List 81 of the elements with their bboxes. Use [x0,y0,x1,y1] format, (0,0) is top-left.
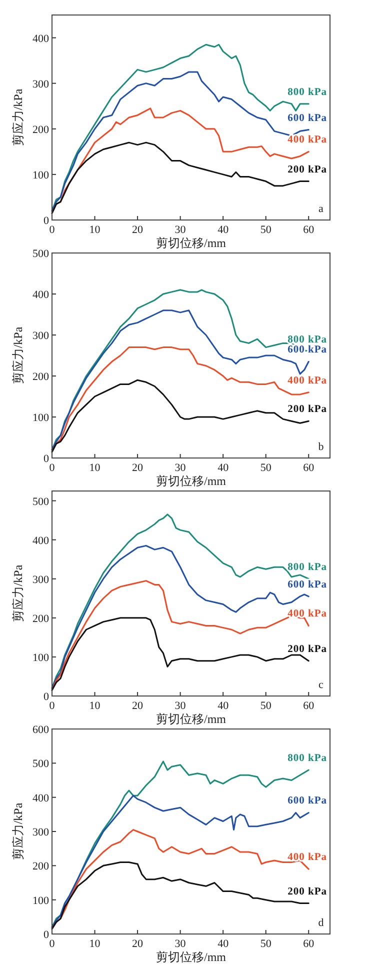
x-tick-label: 30 [174,938,186,950]
series-label: 200 kPa [288,886,328,898]
x-tick-label: 50 [260,700,272,712]
y-tick-label: 500 [32,496,50,508]
x-tick-label: 40 [218,462,230,474]
x-tick-label: 30 [174,462,186,474]
x-tick-label: 10 [89,462,101,474]
x-tick-label: 60 [303,462,315,474]
x-tick-label: 50 [260,462,272,474]
y-tick-label: 100 [32,652,50,664]
y-tick-label: 0 [44,453,50,465]
series-label: 200 kPa [288,644,328,655]
x-tick-label: 40 [218,224,230,236]
x-tick-label: 30 [174,224,186,236]
series-label: 800 kPa [288,334,328,346]
y-tick-label: 100 [32,894,50,907]
y-tick-label: 300 [32,826,50,838]
line-series [51,142,310,214]
series-label: 600 kPa [288,579,328,590]
y-tick-label: 300 [32,574,50,586]
annotation: b [318,441,324,453]
y-tick-label: 300 [32,330,50,342]
series-label: 200 kPa [288,404,328,416]
series-label: 600 kPa [288,344,328,356]
line-series [51,71,310,212]
y-tick-label: 0 [44,929,50,941]
y-tick-label: 400 [32,792,50,804]
x-axis-title: 剪切位移/mm [156,474,227,488]
x-tick-label: 20 [132,224,144,236]
series-label: 800 kPa [288,86,328,98]
x-tick-label: 50 [260,224,272,236]
series-label: 200 kPa [288,164,328,176]
series-label: 400 kPa [288,375,328,386]
series-label: 600 kPa [288,796,328,807]
y-tick-label: 200 [32,124,50,136]
y-tick-label: 100 [32,412,50,424]
line-series [51,794,310,928]
y-tick-label: 400 [32,289,50,301]
x-tick-label: 40 [218,938,230,950]
annotation: d [318,917,324,929]
y-tick-label: 500 [32,248,50,260]
x-axis-title: 剪切位移/mm [156,712,227,726]
x-tick-label: 40 [218,700,230,712]
y-tick-label: 600 [32,724,50,736]
x-tick-label: 60 [303,224,315,236]
y-tick-label: 200 [32,612,50,625]
x-tick-label: 20 [132,700,144,712]
series-label: 600 kPa [288,112,328,124]
series-label: 800 kPa [288,562,328,573]
y-axis-title: 剪应力/kPa [11,326,25,384]
x-axis-title: 剪切位移/mm [156,950,227,964]
y-tick-label: 0 [44,215,50,227]
y-axis-title: 剪应力/kPa [11,88,25,146]
y-axis-title: 剪应力/kPa [11,802,25,860]
x-tick-label: 60 [303,700,315,712]
annotation: a [318,203,324,215]
x-tick-label: 10 [89,700,101,712]
line-series [51,862,310,930]
y-axis-title: 剪应力/kPa [11,564,25,622]
x-tick-label: 50 [260,938,272,950]
y-tick-label: 100 [32,169,50,182]
y-tick-label: 200 [32,371,50,383]
x-tick-label: 10 [89,224,101,236]
x-tick-label: 20 [132,938,144,950]
annotation: c [318,679,324,691]
line-series [51,617,310,691]
x-tick-label: 60 [303,938,315,950]
x-tick-label: 30 [174,700,186,712]
x-axis-title: 剪切位移/mm [156,236,227,250]
x-tick-label: 10 [89,938,101,950]
y-tick-label: 500 [32,758,50,770]
y-tick-label: 400 [32,32,50,45]
y-tick-label: 400 [32,534,50,547]
series-label: 800 kPa [288,753,328,764]
series-label: 400 kPa [288,852,328,864]
y-tick-label: 0 [44,691,50,703]
y-tick-label: 200 [32,860,50,873]
x-tick-label: 20 [132,462,144,474]
y-tick-label: 300 [32,78,50,90]
line-series [51,544,310,689]
series-label: 400 kPa [288,134,328,146]
